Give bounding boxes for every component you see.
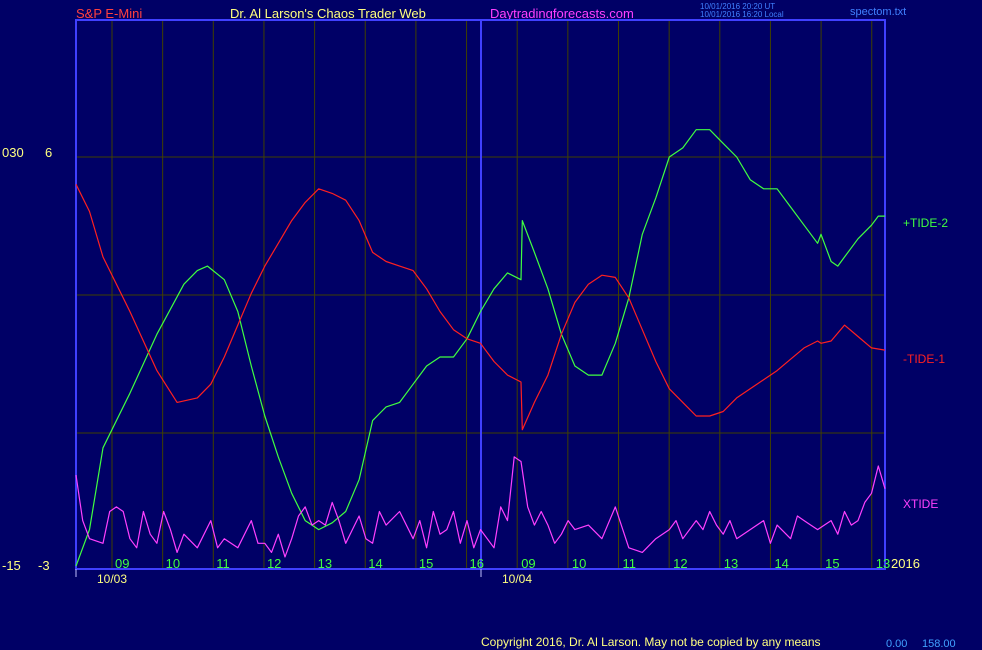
y-axis-label-outer: -15: [2, 558, 21, 573]
hour-tick-label: 11: [623, 556, 637, 571]
date-label: 10/03: [97, 572, 127, 586]
y-axis-label-inner: 6: [45, 145, 52, 160]
hour-tick-label: 12: [267, 556, 281, 571]
symbol-label: S&P E-Mini: [76, 6, 143, 21]
update-line-ut: 10/01/2016 20:20 UT: [700, 2, 776, 11]
copyright-notice: Copyright 2016, Dr. Al Larson. May not b…: [481, 635, 821, 649]
hour-tick-label: 13: [724, 556, 738, 571]
hour-tick-label: 14: [774, 556, 788, 571]
hour-tick-label: 10: [166, 556, 180, 571]
series-label: XTIDE: [903, 497, 938, 511]
series-label: -TIDE-1: [903, 352, 945, 366]
site-link[interactable]: Daytradingforecasts.com: [490, 6, 634, 21]
series-line--tide-2: [75, 129, 885, 567]
date-label: 10/04: [502, 572, 532, 586]
series-line-xtide: [75, 456, 886, 558]
axes: [75, 19, 886, 577]
grid: [76, 20, 885, 569]
year-label: 2016: [891, 556, 920, 571]
series-lines: [75, 129, 886, 567]
hour-tick-label: 13: [318, 556, 332, 571]
y-axis-label-inner: -3: [38, 558, 50, 573]
update-timestamp: 10/01/2016 20:20 UT 10/01/2016 16:20 Loc…: [700, 2, 784, 20]
filename-label: spectom.txt: [850, 6, 907, 18]
footer-value: 158.00: [922, 638, 956, 650]
hour-tick-label: 12: [673, 556, 687, 571]
hour-tick-label: 09: [115, 556, 129, 571]
chart-title: Dr. Al Larson's Chaos Trader Web: [230, 6, 426, 21]
hour-tick-label: 15: [419, 556, 433, 571]
chart-labels: +TIDE-2 -TIDE-1 XTIDE 09 10 11 12 13 14 15 16 09 10 1…: [2, 145, 948, 586]
series-line--tide-1: [75, 184, 886, 431]
hour-tick-label: 10: [572, 556, 586, 571]
update-line-local: 10/01/2016 16:20 Local: [700, 10, 784, 20]
footer-small-value: 0.00: [886, 638, 908, 650]
hour-tick-label: 09: [521, 556, 535, 571]
series-label: +TIDE-2: [903, 216, 948, 230]
y-axis-label-outer: 030: [2, 145, 24, 160]
hour-tick-label: 15: [825, 556, 839, 571]
hour-tick-label: 16: [470, 556, 484, 571]
hour-tick-label: 14: [368, 556, 382, 571]
hour-tick-label: 13: [876, 556, 890, 571]
hour-tick-label: 11: [216, 556, 230, 571]
